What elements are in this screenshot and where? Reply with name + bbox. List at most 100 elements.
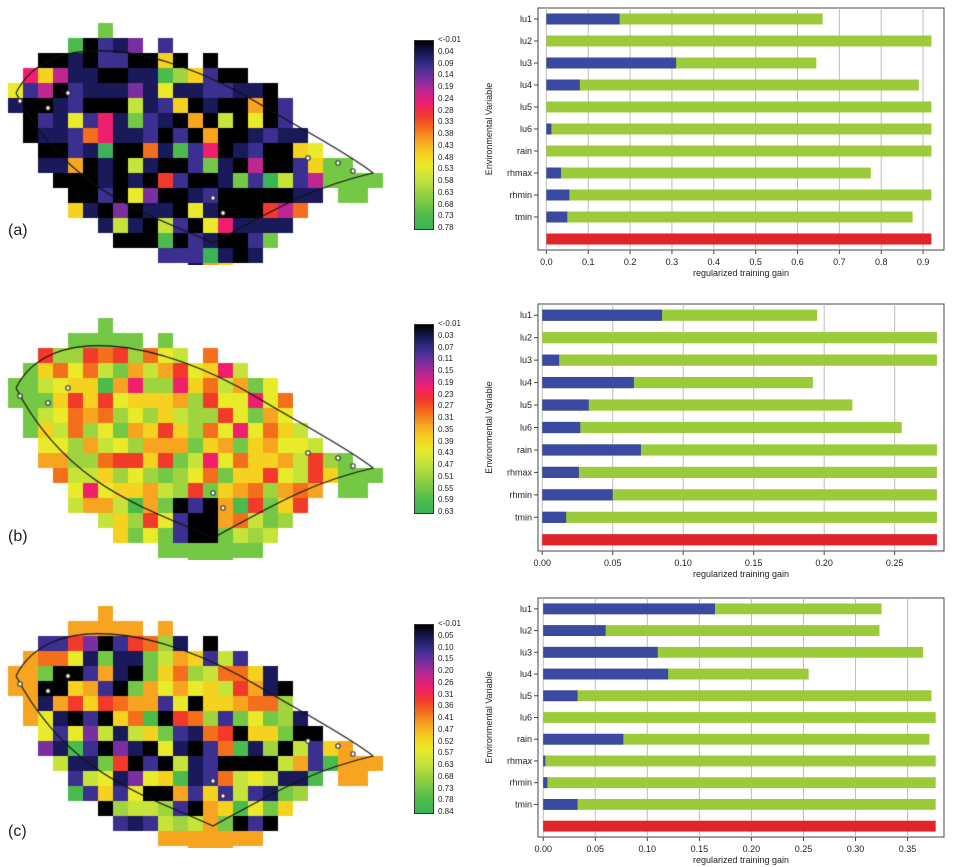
- y-tick-label: lu4: [520, 80, 532, 90]
- y-tick-label: rhmax: [507, 168, 533, 178]
- bar-all-variables: [542, 534, 937, 546]
- colorbar-tick-label: 0.31: [438, 413, 454, 422]
- bar-without-variable: [542, 354, 937, 366]
- jackknife-chart-c: 0.00 0.05 0.10 0.15 0.20 0.25 0.30 0.35 lu1 lu2 lu…: [484, 597, 945, 865]
- jackknife-chart-b: 0.00 0.05 0.10 0.15 0.20 0.25 lu1 lu2 lu3 lu4 lu5 l…: [484, 303, 945, 579]
- colorbar-tick-label: 0.27: [438, 401, 454, 411]
- y-tick-label: lu4: [520, 378, 532, 388]
- bar-with-only-variable: [546, 167, 562, 179]
- bar-with-only-variable: [542, 444, 641, 456]
- colorbar-tick-label: 0.68: [438, 199, 454, 209]
- panel-row-b: (b) <-0.01 0.03 0.07 0.11 0.15 0.19 0.23 0.27 0.…: [0, 296, 953, 581]
- bar-without-variable: [546, 57, 817, 69]
- bar-without-variable: [546, 189, 932, 201]
- colorbar-tick-label: 0.03: [438, 330, 454, 340]
- x-tick-label: 0.35: [899, 844, 917, 854]
- y-tick-label: rhmax: [507, 467, 533, 477]
- panel-row-c: (c) <-0.01 0.05 0.10 0.15 0.20 0.26 0.31 0.36 0.…: [0, 590, 953, 867]
- y-tick-label: lu6: [520, 713, 532, 723]
- colorbar-tick-label: 0.31: [438, 689, 454, 699]
- colorbar-tick-label: 0.53: [438, 164, 454, 174]
- x-tick-label: 0.15: [691, 844, 709, 854]
- colorbar-tick-label: 0.20: [438, 666, 454, 675]
- bar-without-variable: [543, 755, 936, 767]
- y-tick-label: lu3: [520, 58, 532, 68]
- x-tick-label: 0.15: [745, 558, 763, 568]
- colorbar-tick-label: 0.28: [438, 105, 454, 115]
- bar-without-variable: [543, 733, 930, 745]
- y-tick-label: lu2: [520, 36, 532, 46]
- colorbar-tick-label: <-0.01: [438, 619, 461, 628]
- colorbar-tick-label: 0.78: [438, 795, 454, 805]
- y-tick-label: lu1: [520, 14, 532, 24]
- colorbar-tick-label: 0.24: [438, 93, 454, 103]
- x-tick-label: 0.05: [604, 558, 622, 568]
- bar-with-only-variable: [543, 625, 606, 637]
- bar-with-only-variable: [543, 798, 578, 810]
- x-tick-label: 0.00: [534, 844, 552, 854]
- colorbar-tick-label: 0.63: [438, 760, 454, 769]
- x-tick-label: 0.7: [833, 257, 846, 267]
- y-tick-label: tmin: [515, 212, 532, 222]
- bar-without-variable: [543, 712, 936, 723]
- y-tick-label: lu6: [520, 423, 532, 433]
- suitability-map-a: [0, 15, 410, 265]
- bar-with-only-variable: [542, 489, 613, 501]
- y-tick-label: lu1: [520, 310, 532, 320]
- colorbar-tick-label: 0.04: [438, 46, 454, 56]
- colorbar-tick-label: 0.23: [438, 389, 454, 399]
- colorbar-tick-label: 0.47: [438, 460, 454, 469]
- y-tick-label: lu4: [520, 669, 532, 679]
- colorbar-tick-label: 0.10: [438, 642, 454, 652]
- bar-without-variable: [542, 489, 937, 501]
- colorbar-tick-label: <-0.01: [438, 319, 461, 328]
- suitability-map-c: [0, 598, 410, 848]
- colorbar-tick-label: 0.15: [438, 654, 454, 664]
- y-tick-label: lu5: [520, 691, 532, 701]
- panel-label-a: (a): [8, 222, 28, 239]
- y-tick-label: lu3: [520, 647, 532, 657]
- colorbar-tick-label: 0.41: [438, 713, 454, 722]
- y-tick-label: lu2: [520, 333, 532, 343]
- bar-with-only-variable: [546, 123, 552, 135]
- x-tick-label: 0.10: [674, 558, 692, 568]
- x-tick-label: 0.9: [917, 257, 930, 267]
- bar-with-only-variable: [546, 189, 570, 201]
- panel-row-a: (a) <-0.01 0.04 0.09 0.14 0.19 0.24 0.28 0.33 0.…: [0, 0, 953, 280]
- y-tick-label: tmin: [515, 512, 532, 522]
- bar-without-variable: [543, 690, 932, 702]
- bar-with-only-variable: [543, 690, 578, 702]
- colorbar-tick-label: 0.52: [438, 736, 454, 746]
- bar-with-only-variable: [543, 777, 548, 789]
- bar-without-variable: [546, 101, 932, 113]
- colorbar-tick-label: 0.68: [438, 771, 454, 781]
- colorbar-tick-label: 0.26: [438, 677, 454, 687]
- colorbar-gradient-c: [414, 624, 434, 814]
- x-tick-label: 0.1: [582, 257, 595, 267]
- y-tick-label: lu5: [520, 400, 532, 410]
- colorbar-tick-label: 0.78: [438, 223, 454, 232]
- colorbar-tick-label: 0.19: [438, 377, 454, 387]
- colorbar-tick-label: <-0.01: [438, 35, 461, 44]
- bar-without-variable: [543, 777, 936, 789]
- panel-label-c: (c): [8, 823, 27, 840]
- x-tick-label: 0.10: [639, 844, 657, 854]
- panel-label-b: (b): [8, 528, 28, 545]
- y-tick-label: rhmin: [509, 490, 532, 500]
- bar-with-only-variable: [543, 755, 546, 767]
- colorbar-tick-label: 0.09: [438, 58, 454, 68]
- bar-without-variable: [546, 211, 913, 223]
- bar-with-only-variable: [542, 354, 560, 366]
- bar-without-variable: [542, 444, 937, 456]
- y-tick-label: lu6: [520, 124, 532, 134]
- bar-with-only-variable: [542, 466, 579, 479]
- bar-with-only-variable: [546, 13, 620, 25]
- bar-without-variable: [546, 35, 932, 47]
- colorbar-tick-label: 0.14: [438, 70, 454, 80]
- colorbar-tick-label: 0.15: [438, 366, 454, 375]
- colorbar-tick-label: 0.63: [438, 187, 454, 197]
- x-axis-label: regularized training gain: [693, 569, 789, 579]
- colorbar-tick-label: 0.55: [438, 483, 454, 493]
- y-tick-label: rhmin: [509, 190, 532, 200]
- colorbar-tick-label: 0.63: [438, 507, 454, 516]
